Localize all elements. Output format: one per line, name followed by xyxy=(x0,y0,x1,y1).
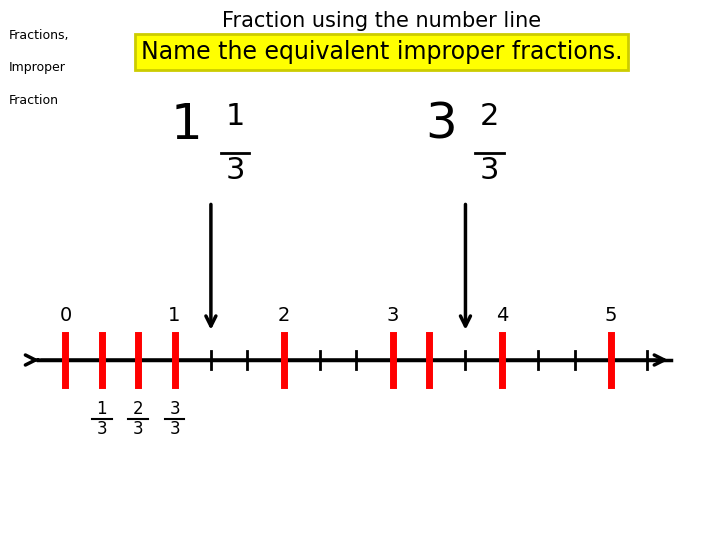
Text: 3: 3 xyxy=(169,421,180,438)
Text: 0: 0 xyxy=(59,306,71,326)
Text: 2: 2 xyxy=(480,102,499,131)
Text: 1: 1 xyxy=(171,101,203,149)
Text: Fraction using the number line: Fraction using the number line xyxy=(222,11,541,31)
Text: 1: 1 xyxy=(225,102,245,131)
Text: 3: 3 xyxy=(426,101,457,149)
Text: 3: 3 xyxy=(480,156,499,185)
Text: Fractions,: Fractions, xyxy=(9,29,69,42)
Text: 4: 4 xyxy=(495,306,508,326)
Text: 3: 3 xyxy=(96,421,107,438)
Text: 3: 3 xyxy=(225,156,245,185)
Text: Fraction: Fraction xyxy=(9,93,59,106)
Text: 3: 3 xyxy=(169,400,180,417)
Text: 5: 5 xyxy=(605,306,617,326)
Text: Name the equivalent improper fractions.: Name the equivalent improper fractions. xyxy=(141,39,623,64)
Text: 2: 2 xyxy=(133,400,143,417)
Text: 3: 3 xyxy=(387,306,399,326)
Text: 2: 2 xyxy=(277,306,290,326)
Text: 3: 3 xyxy=(133,421,143,438)
Text: Improper: Improper xyxy=(9,61,66,74)
Text: 1: 1 xyxy=(168,306,181,326)
Text: 1: 1 xyxy=(96,400,107,417)
